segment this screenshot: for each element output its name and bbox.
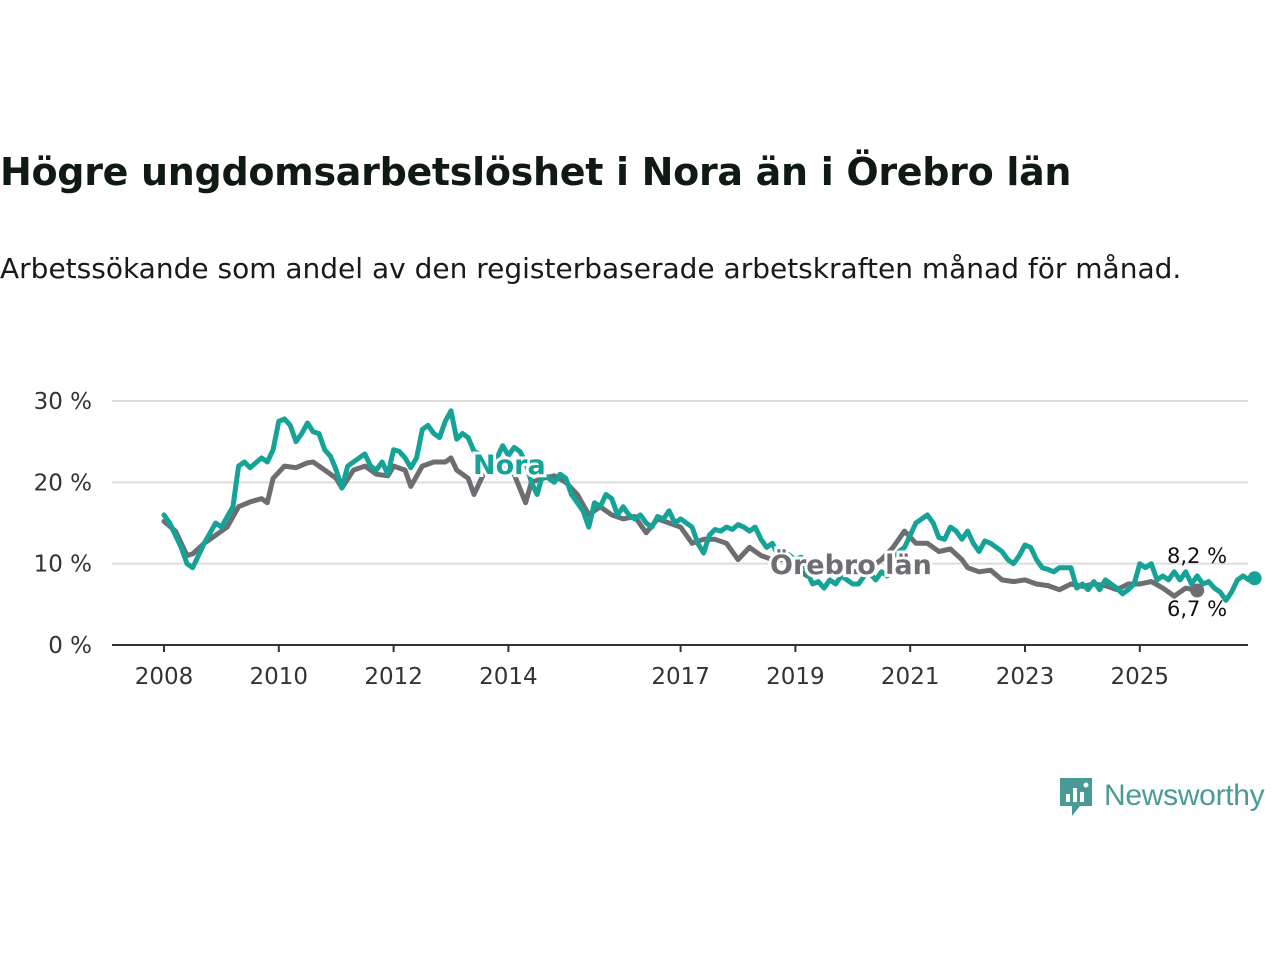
- x-axis-ticks: 2008 2010 2012 2014 2017 2019 2021 2023 2025: [112, 644, 1248, 690]
- x-tick-label: 2023: [996, 664, 1055, 690]
- end-value-label-nora: 8,2 %: [1167, 544, 1227, 568]
- x-tick-label: 2010: [250, 664, 309, 690]
- x-tick-label: 2008: [135, 664, 194, 690]
- newsworthy-logo-icon: [1060, 778, 1092, 816]
- y-tick-label: 20 %: [34, 470, 92, 496]
- x-tick-label: 2021: [881, 664, 940, 690]
- brand-name: Newsworthy: [1104, 779, 1265, 812]
- end-value-label-orebro: 6,7 %: [1167, 597, 1227, 621]
- series-lines: [161, 408, 1262, 603]
- x-tick-label: 2025: [1111, 664, 1170, 690]
- series-label-nora: Nora: [473, 450, 546, 481]
- end-point-orebro: [1190, 583, 1205, 598]
- gridlines: [112, 400, 1248, 565]
- series-line-nora: [161, 408, 1258, 603]
- x-tick-label: 2017: [651, 664, 710, 690]
- y-tick-label: 30 %: [34, 389, 92, 415]
- x-tick-label: 2012: [364, 664, 423, 690]
- x-tick-label: 2019: [766, 664, 825, 690]
- chart-subtitle: Arbetssökande som andel av den registerb…: [0, 252, 1182, 285]
- newsworthy-brand[interactable]: Newsworthy: [1058, 772, 1280, 820]
- y-tick-label: 10 %: [34, 552, 92, 578]
- x-tick-label: 2014: [479, 664, 538, 690]
- series-line-orebro: [161, 455, 1200, 599]
- y-tick-label: 0 %: [48, 633, 92, 659]
- series-label-orebro: Örebro län: [770, 548, 932, 581]
- y-axis-ticks: 0 % 10 % 20 % 30 %: [34, 389, 92, 659]
- end-point-nora: [1247, 571, 1262, 586]
- chart-title: Högre ungdomsarbetslöshet i Nora än i Ör…: [0, 150, 1072, 194]
